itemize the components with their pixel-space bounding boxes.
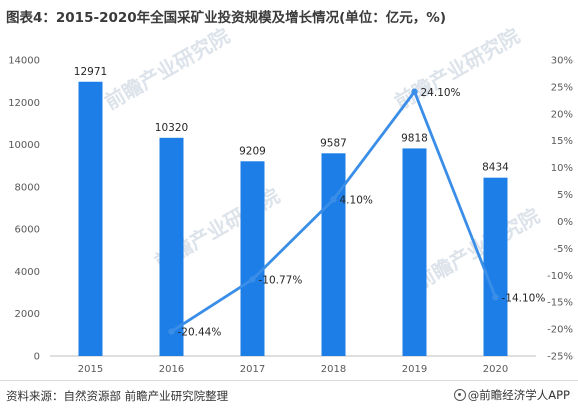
- y-right-tick-label: -20%: [547, 325, 573, 336]
- chart-title: 图表4：2015-2020年全国采矿业投资规模及增长情况(单位：亿元，%): [6, 10, 447, 26]
- growth-value-label: 24.10%: [421, 87, 461, 99]
- bar-2016: [159, 137, 184, 356]
- growth-value-label: -20.44%: [178, 326, 222, 338]
- footer-divider: [0, 380, 578, 381]
- bar-2019: [402, 148, 427, 356]
- bar-2018: [321, 153, 346, 356]
- bar-value-label: 10320: [155, 122, 188, 134]
- x-tick-label: 2018: [321, 364, 346, 375]
- y-right-tick-label: 30%: [551, 56, 573, 67]
- brand-label: @前瞻经济学人APP: [467, 388, 570, 402]
- bar-value-label: 12971: [74, 66, 107, 78]
- bar-2017: [240, 161, 265, 356]
- bar-value-label: 9818: [401, 132, 428, 144]
- x-tick-label: 2020: [483, 364, 508, 375]
- y-right-tick-label: -5%: [554, 244, 573, 255]
- growth-point-2016: [168, 328, 175, 335]
- y-right-tick-label: 10%: [551, 163, 573, 174]
- y-right-tick-label: -25%: [547, 352, 573, 363]
- y-right-tick-label: 0%: [557, 217, 573, 228]
- bar-value-label: 9587: [320, 137, 347, 149]
- y-right-tick-label: 20%: [551, 109, 573, 120]
- y-left-tick-label: 2000: [15, 309, 40, 320]
- growth-point-2019: [411, 88, 418, 95]
- x-tick-label: 2016: [159, 364, 184, 375]
- camera-icon: [453, 389, 466, 401]
- growth-value-label: 4.10%: [340, 194, 373, 206]
- x-tick-label: 2017: [240, 364, 265, 375]
- bar-value-label: 8434: [482, 162, 509, 174]
- y-left-tick-label: 4000: [15, 267, 40, 278]
- y-left-tick-label: 8000: [15, 182, 40, 193]
- y-right-tick-label: 25%: [551, 82, 573, 93]
- watermark-text: 前瞻产业研究院: [391, 24, 524, 115]
- growth-value-label: -14.10%: [502, 292, 546, 304]
- y-right-tick-label: -15%: [547, 298, 573, 309]
- y-left-tick-label: 10000: [8, 140, 40, 151]
- bar-2020: [483, 177, 508, 356]
- growth-value-label: -10.77%: [259, 274, 303, 286]
- y-right-tick-label: -10%: [547, 271, 573, 282]
- bar-2015: [78, 81, 103, 357]
- growth-point-2017: [249, 276, 256, 283]
- x-tick-label: 2015: [78, 364, 103, 375]
- y-left-tick-label: 0: [34, 352, 40, 363]
- y-left-tick-label: 6000: [15, 225, 40, 236]
- y-right-tick-label: 15%: [551, 136, 573, 147]
- y-left-tick-label: 12000: [8, 98, 40, 109]
- source-note: 资料来源：自然资源部 前瞻产业研究院整理: [6, 389, 229, 403]
- watermark-text: 前瞻产业研究院: [101, 24, 234, 115]
- y-left-tick-label: 14000: [8, 56, 40, 67]
- growth-point-2020: [492, 294, 499, 301]
- brand-credit: @前瞻经济学人APP: [453, 387, 570, 403]
- growth-point-2018: [330, 196, 337, 203]
- x-tick-label: 2019: [402, 364, 427, 375]
- bar-value-label: 9209: [239, 145, 266, 157]
- y-right-tick-label: 5%: [557, 190, 573, 201]
